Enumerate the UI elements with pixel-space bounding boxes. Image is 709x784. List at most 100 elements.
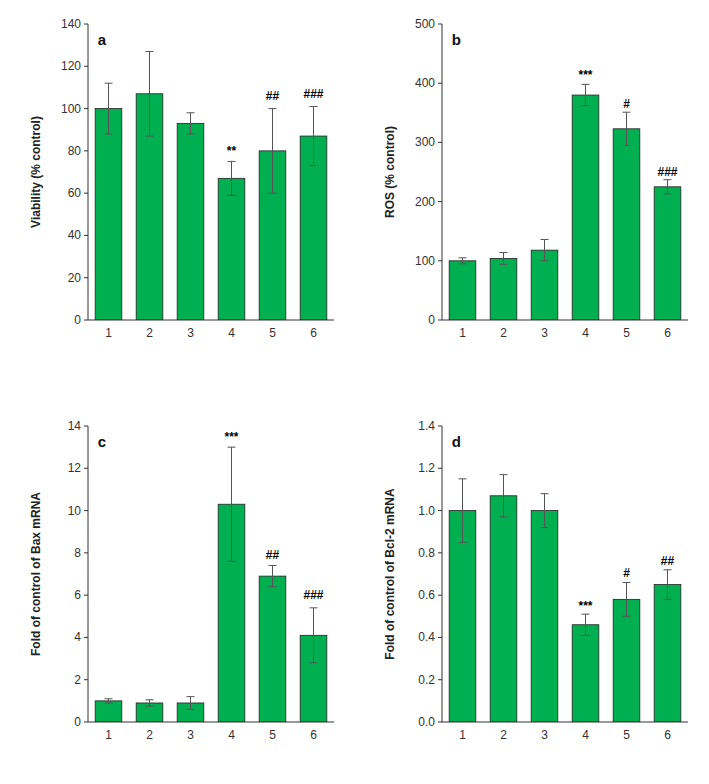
error-bar bbox=[187, 113, 195, 134]
y-tick bbox=[84, 277, 88, 278]
panel-label: d bbox=[452, 433, 461, 450]
y-tick bbox=[438, 320, 442, 321]
bar bbox=[259, 576, 286, 722]
error-bar-path bbox=[664, 180, 672, 194]
y-tick bbox=[438, 552, 442, 553]
x-tick-label: 2 bbox=[146, 728, 153, 742]
error-bar-path bbox=[664, 570, 672, 600]
bar bbox=[449, 261, 476, 320]
x-tick-label: 5 bbox=[269, 728, 276, 742]
error-bar-path bbox=[459, 258, 467, 264]
error-bar bbox=[310, 106, 318, 165]
error-bar bbox=[582, 614, 590, 635]
error-bar bbox=[310, 608, 318, 663]
y-tick bbox=[84, 468, 88, 469]
plot-area bbox=[95, 447, 327, 722]
y-tick bbox=[438, 260, 442, 261]
y-tick bbox=[438, 24, 442, 25]
x-tick-label: 3 bbox=[187, 326, 194, 340]
y-axis-line bbox=[442, 426, 443, 722]
plot-area bbox=[449, 84, 681, 320]
error-bar bbox=[228, 161, 236, 195]
x-tick-label: 1 bbox=[105, 728, 112, 742]
error-bar bbox=[269, 109, 277, 194]
y-tick bbox=[84, 552, 88, 553]
y-tick-label: 1.4 bbox=[418, 419, 435, 433]
x-tick-label: 2 bbox=[500, 326, 507, 340]
y-tick bbox=[438, 83, 442, 84]
y-tick-label: 60 bbox=[68, 186, 82, 200]
error-bar-path bbox=[310, 106, 318, 165]
y-tick-label: 100 bbox=[61, 102, 81, 116]
error-bar bbox=[146, 700, 154, 706]
x-tick-label: 6 bbox=[664, 326, 671, 340]
error-bar bbox=[459, 479, 467, 542]
error-bar bbox=[228, 447, 236, 561]
y-tick-label: 120 bbox=[61, 59, 81, 73]
y-tick bbox=[84, 66, 88, 67]
y-axis-label: Viability (% control) bbox=[29, 116, 43, 228]
y-tick bbox=[84, 722, 88, 723]
y-tick bbox=[84, 235, 88, 236]
y-tick-label: 6 bbox=[74, 588, 81, 602]
y-tick-label: 8 bbox=[74, 546, 81, 560]
y-tick bbox=[438, 201, 442, 202]
error-bar bbox=[269, 566, 277, 587]
annotation: ## bbox=[266, 548, 280, 562]
annotation: ## bbox=[661, 554, 675, 568]
annotation: ## bbox=[266, 89, 280, 103]
plot-area bbox=[449, 475, 681, 722]
error-bar bbox=[105, 699, 113, 703]
error-bar-path bbox=[459, 479, 467, 542]
error-bar bbox=[664, 180, 672, 194]
y-tick bbox=[84, 320, 88, 321]
y-tick-label: 0 bbox=[74, 715, 81, 729]
x-tick-label: 4 bbox=[582, 326, 589, 340]
bar bbox=[95, 109, 122, 320]
error-bar-path bbox=[269, 566, 277, 587]
x-tick-label: 5 bbox=[623, 728, 630, 742]
error-bar bbox=[459, 258, 467, 264]
bar bbox=[613, 599, 640, 722]
y-tick-label: 80 bbox=[68, 144, 82, 158]
y-tick bbox=[84, 637, 88, 638]
error-bar-path bbox=[541, 494, 549, 528]
x-axis-line bbox=[88, 722, 334, 723]
error-bar-path bbox=[146, 700, 154, 706]
annotation: ### bbox=[303, 588, 323, 602]
panel-label: b bbox=[452, 31, 461, 48]
error-bar-path bbox=[541, 239, 549, 260]
y-tick bbox=[438, 426, 442, 427]
y-tick-label: 400 bbox=[415, 76, 435, 90]
x-tick-label: 1 bbox=[459, 326, 466, 340]
y-tick-label: 12 bbox=[68, 461, 82, 475]
y-tick-label: 0 bbox=[74, 313, 81, 327]
error-bar bbox=[623, 582, 631, 616]
annotation: ** bbox=[227, 144, 237, 158]
error-bar-path bbox=[500, 475, 508, 517]
y-tick-label: 140 bbox=[61, 17, 81, 31]
y-tick-label: 14 bbox=[68, 419, 82, 433]
error-bar-path bbox=[228, 161, 236, 195]
y-tick bbox=[84, 595, 88, 596]
annotation: *** bbox=[578, 68, 592, 82]
y-tick-label: 10 bbox=[68, 504, 82, 518]
error-bar-path bbox=[228, 447, 236, 561]
y-axis-label: ROS (% control) bbox=[383, 126, 397, 218]
annotation: # bbox=[623, 566, 630, 580]
y-tick-label: 40 bbox=[68, 228, 82, 242]
x-axis-line bbox=[442, 320, 688, 321]
error-bar-path bbox=[582, 84, 590, 105]
error-bar-path bbox=[269, 109, 277, 194]
error-bar bbox=[105, 83, 113, 134]
error-bar bbox=[500, 475, 508, 517]
panel-label: c bbox=[98, 433, 106, 450]
error-bar bbox=[623, 112, 631, 145]
y-tick bbox=[438, 679, 442, 680]
y-tick-label: 0.4 bbox=[418, 630, 435, 644]
x-tick-label: 2 bbox=[500, 728, 507, 742]
error-bar bbox=[187, 697, 195, 710]
error-bar bbox=[541, 494, 549, 528]
error-bar-path bbox=[105, 83, 113, 134]
y-tick bbox=[438, 722, 442, 723]
